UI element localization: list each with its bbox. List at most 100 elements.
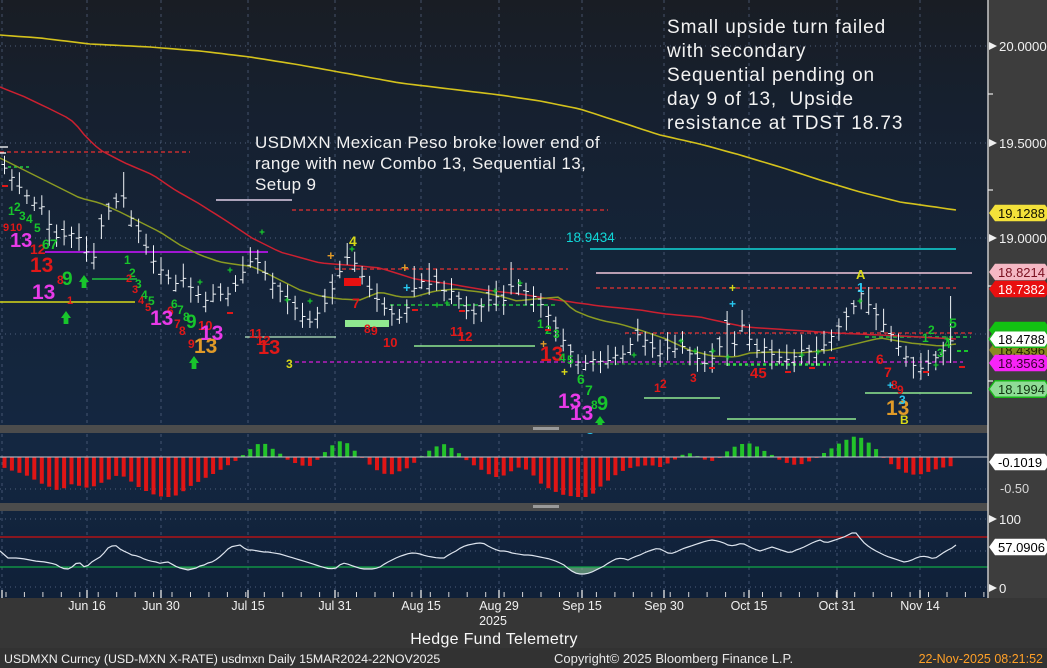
svg-text:8: 8: [364, 322, 371, 336]
svg-text:Copyright© 2025 Bloomberg Fina: Copyright© 2025 Bloomberg Finance L.P.: [554, 651, 793, 666]
svg-text:B: B: [900, 413, 909, 427]
svg-text:Sep 15: Sep 15: [562, 599, 602, 613]
svg-text:range with new Combo 13, Seque: range with new Combo 13, Sequential 13,: [255, 154, 586, 173]
svg-text:Jul 31: Jul 31: [318, 599, 351, 613]
svg-text:5: 5: [145, 302, 151, 314]
svg-text:Sequential pending on: Sequential pending on: [667, 65, 875, 86]
svg-text:12: 12: [256, 333, 270, 348]
svg-text:7: 7: [177, 303, 184, 317]
svg-text:13: 13: [558, 390, 581, 413]
svg-text:19.1288: 19.1288: [998, 206, 1045, 221]
svg-text:18.3563: 18.3563: [998, 356, 1045, 371]
svg-text:3: 3: [899, 393, 906, 407]
svg-text:3: 3: [937, 346, 944, 360]
svg-text:12: 12: [458, 329, 472, 344]
svg-text:6: 6: [171, 297, 178, 311]
svg-text:18.9434: 18.9434: [566, 230, 615, 245]
svg-text:1: 1: [857, 280, 864, 295]
svg-text:USDMXN Curncy (USD-MXN X-RATE): USDMXN Curncy (USD-MXN X-RATE) usdmxn Da…: [4, 652, 440, 666]
svg-text:Hedge Fund Telemetry: Hedge Fund Telemetry: [410, 631, 578, 648]
svg-text:2: 2: [129, 266, 136, 280]
svg-text:+: +: [887, 380, 893, 392]
svg-text:9: 9: [897, 383, 904, 397]
svg-text:67: 67: [42, 236, 58, 252]
svg-text:8: 8: [183, 310, 190, 324]
svg-text:13: 13: [540, 343, 563, 366]
svg-text:1: 1: [922, 331, 929, 345]
svg-text:8: 8: [891, 378, 898, 392]
svg-text:4: 4: [559, 351, 566, 365]
svg-text:1: 1: [8, 204, 15, 218]
svg-text:18.7382: 18.7382: [998, 282, 1045, 297]
svg-text:9: 9: [3, 222, 9, 234]
svg-text:+: +: [401, 260, 409, 275]
svg-text:13: 13: [258, 337, 280, 359]
svg-text:Jul 15: Jul 15: [231, 599, 264, 613]
svg-text:45: 45: [750, 365, 767, 382]
svg-text:7: 7: [352, 295, 360, 311]
svg-text:13: 13: [570, 402, 593, 425]
svg-text:Aug 15: Aug 15: [401, 599, 441, 613]
svg-text:Oct 31: Oct 31: [819, 599, 856, 613]
svg-text:13: 13: [150, 307, 173, 330]
svg-text:13: 13: [200, 322, 223, 345]
svg-text:10: 10: [198, 318, 212, 333]
svg-text:Small upside turn failed: Small upside turn failed: [667, 17, 886, 38]
svg-text:3: 3: [19, 209, 26, 223]
svg-text:13: 13: [194, 335, 217, 358]
svg-text:4: 4: [141, 288, 148, 302]
svg-text:57.0906: 57.0906: [998, 540, 1045, 555]
svg-text:1: 1: [124, 253, 131, 267]
svg-text:3: 3: [286, 357, 293, 371]
svg-text:Nov 14: Nov 14: [900, 599, 940, 613]
svg-text:9: 9: [371, 324, 378, 338]
svg-text:4: 4: [349, 233, 357, 249]
svg-text:19.5000: 19.5000: [999, 136, 1047, 151]
svg-text:19.0000: 19.0000: [999, 231, 1047, 246]
svg-text:7: 7: [585, 382, 593, 398]
svg-text:5: 5: [34, 221, 41, 235]
svg-text:2: 2: [660, 377, 667, 391]
svg-text:11: 11: [249, 326, 263, 341]
svg-text:9: 9: [188, 337, 195, 351]
svg-text:2025: 2025: [479, 614, 507, 628]
svg-text:20.0000: 20.0000: [999, 39, 1047, 54]
svg-text:+: +: [540, 337, 547, 351]
svg-text:5: 5: [148, 294, 155, 308]
svg-text:Sep 30: Sep 30: [644, 599, 684, 613]
svg-text:USDMXN Mexican Peso broke lowe: USDMXN Mexican Peso broke lower end of: [255, 133, 600, 152]
svg-text:Oct 15: Oct 15: [731, 599, 768, 613]
svg-text:4: 4: [944, 337, 951, 351]
svg-text:13: 13: [32, 281, 55, 304]
svg-text:10: 10: [383, 335, 397, 350]
svg-text:+: +: [561, 365, 568, 379]
svg-text:13: 13: [10, 230, 32, 252]
svg-text:6: 6: [167, 304, 174, 318]
svg-text:18.8214: 18.8214: [998, 265, 1045, 280]
svg-text:100: 100: [999, 512, 1021, 527]
svg-text:A: A: [856, 267, 866, 282]
svg-text:18.1994: 18.1994: [998, 382, 1045, 397]
svg-text:1: 1: [67, 295, 73, 307]
svg-text:+: +: [327, 248, 335, 263]
svg-text:Aug 29: Aug 29: [479, 599, 519, 613]
svg-text:11: 11: [450, 324, 464, 339]
svg-text:9: 9: [62, 269, 73, 290]
svg-text:Jun 30: Jun 30: [142, 599, 180, 613]
svg-text:resistance at TDST 18.73: resistance at TDST 18.73: [667, 113, 903, 134]
svg-text:8: 8: [591, 398, 598, 412]
svg-text:13: 13: [886, 397, 909, 420]
svg-text:6: 6: [876, 351, 884, 367]
svg-text:-0.1019: -0.1019: [998, 455, 1042, 470]
svg-text:7: 7: [174, 317, 181, 331]
svg-text:2: 2: [126, 273, 132, 285]
svg-text:22-Nov-2025 08:21:52: 22-Nov-2025 08:21:52: [919, 652, 1043, 666]
svg-text:3: 3: [553, 327, 560, 341]
svg-text:7: 7: [884, 364, 892, 380]
svg-text:3: 3: [135, 277, 142, 291]
svg-text:13: 13: [30, 254, 53, 277]
svg-text:+: +: [729, 297, 736, 311]
svg-text:3: 3: [690, 371, 697, 385]
svg-text:2: 2: [14, 200, 21, 214]
svg-text:0: 0: [999, 581, 1006, 596]
